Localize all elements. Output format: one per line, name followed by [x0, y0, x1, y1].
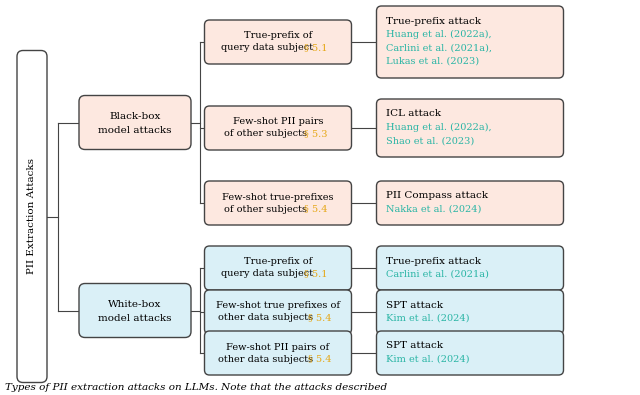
Text: § 5.1: § 5.1	[304, 269, 328, 278]
Text: of other subjects: of other subjects	[225, 205, 310, 214]
Text: White-box: White-box	[108, 300, 162, 309]
Text: Nakka et al. (2024): Nakka et al. (2024)	[385, 205, 481, 214]
FancyBboxPatch shape	[205, 181, 351, 225]
FancyBboxPatch shape	[376, 246, 563, 290]
FancyBboxPatch shape	[205, 20, 351, 64]
Text: § 5.1: § 5.1	[304, 43, 328, 53]
Text: of other subjects: of other subjects	[225, 130, 310, 139]
Text: SPT attack: SPT attack	[385, 301, 442, 310]
Text: Few-shot PII pairs of: Few-shot PII pairs of	[227, 342, 330, 352]
FancyBboxPatch shape	[376, 6, 563, 78]
FancyBboxPatch shape	[376, 331, 563, 375]
Text: § 5.4: § 5.4	[308, 354, 332, 363]
Text: ICL attack: ICL attack	[385, 109, 440, 118]
Text: True-prefix attack: True-prefix attack	[385, 256, 481, 265]
Text: Black-box: Black-box	[109, 112, 161, 121]
Text: True-prefix attack: True-prefix attack	[385, 17, 481, 26]
Text: Kim et al. (2024): Kim et al. (2024)	[385, 355, 469, 364]
Text: Huang et al. (2022a),: Huang et al. (2022a),	[385, 123, 491, 132]
Text: query data subject: query data subject	[221, 43, 314, 53]
FancyBboxPatch shape	[79, 284, 191, 337]
Text: True-prefix of: True-prefix of	[244, 32, 312, 41]
Text: § 5.3: § 5.3	[304, 130, 328, 139]
FancyBboxPatch shape	[17, 51, 47, 382]
FancyBboxPatch shape	[205, 106, 351, 150]
Text: Kim et al. (2024): Kim et al. (2024)	[385, 314, 469, 323]
FancyBboxPatch shape	[376, 290, 563, 334]
Text: § 5.4: § 5.4	[308, 314, 332, 322]
FancyBboxPatch shape	[376, 99, 563, 157]
Text: Shao et al. (2023): Shao et al. (2023)	[385, 137, 474, 145]
Text: True-prefix of: True-prefix of	[244, 258, 312, 267]
FancyBboxPatch shape	[205, 331, 351, 375]
Text: Carlini et al. (2021a): Carlini et al. (2021a)	[385, 270, 488, 279]
Text: Carlini et al. (2021a),: Carlini et al. (2021a),	[385, 43, 492, 53]
Text: Few-shot PII pairs: Few-shot PII pairs	[233, 117, 323, 126]
FancyBboxPatch shape	[79, 96, 191, 149]
Text: Types of PII extraction attacks on LLMs. Note that the attacks described: Types of PII extraction attacks on LLMs.…	[5, 384, 387, 393]
FancyBboxPatch shape	[205, 246, 351, 290]
Text: § 5.4: § 5.4	[304, 205, 328, 214]
Text: Huang et al. (2022a),: Huang et al. (2022a),	[385, 30, 491, 39]
Text: SPT attack: SPT attack	[385, 342, 442, 350]
Text: other data subjects: other data subjects	[218, 314, 317, 322]
FancyBboxPatch shape	[205, 290, 351, 334]
Text: model attacks: model attacks	[99, 126, 172, 135]
Text: PII Compass attack: PII Compass attack	[385, 192, 488, 201]
Text: query data subject: query data subject	[221, 269, 314, 278]
Text: model attacks: model attacks	[99, 314, 172, 323]
Text: PII Extraction Attacks: PII Extraction Attacks	[28, 158, 36, 275]
FancyBboxPatch shape	[376, 181, 563, 225]
Text: Few-shot true prefixes of: Few-shot true prefixes of	[216, 301, 340, 310]
Text: Few-shot true-prefixes: Few-shot true-prefixes	[222, 192, 333, 201]
Text: other data subjects: other data subjects	[218, 354, 317, 363]
Text: Lukas et al. (2023): Lukas et al. (2023)	[385, 57, 479, 66]
